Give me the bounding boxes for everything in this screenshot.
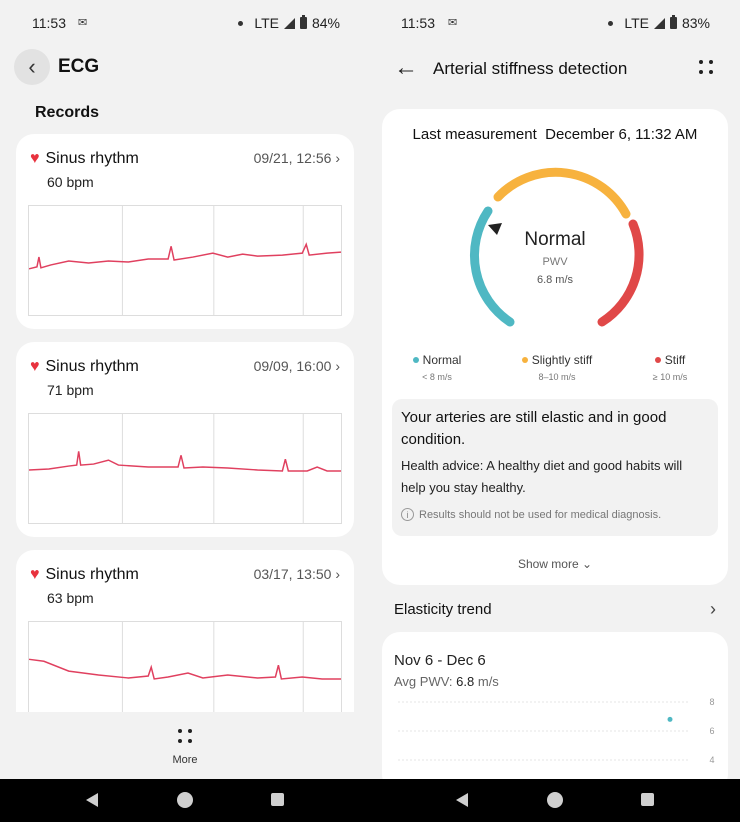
show-more-button[interactable]: Show more ⌄ <box>382 557 728 571</box>
chevron-right-icon: › <box>335 358 340 374</box>
system-nav-bar <box>0 779 740 822</box>
record-rhythm: Sinus rhythm <box>45 358 139 375</box>
show-more-label: Show more <box>517 557 579 571</box>
legend-range: ≥ 10 m/s <box>652 372 688 382</box>
nav-home-icon[interactable] <box>547 792 563 808</box>
battery-icon <box>299 15 307 29</box>
ecg-waveform <box>28 205 342 316</box>
record-bpm: 60 bpm <box>47 174 94 190</box>
page-title: Arterial stiffness detection <box>433 59 628 78</box>
network-label: LTE <box>624 15 649 31</box>
chevron-down-icon: ⌄ <box>581 557 593 571</box>
record-datetime: 03/17, 13:50 <box>253 566 332 582</box>
records-heading: Records <box>35 104 100 121</box>
nav-recent-icon[interactable] <box>641 793 654 806</box>
chevron-right-icon: › <box>335 566 340 582</box>
status-bar: 11:53 ✉ LTE 84% <box>0 0 370 44</box>
legend-dot-icon <box>521 357 528 363</box>
status-time: 11:53 <box>401 15 435 31</box>
record-datetime: 09/09, 16:00 <box>253 358 332 374</box>
nav-home-icon[interactable] <box>177 792 193 808</box>
record-card[interactable]: ♥ Sinus rhythm 03/17, 13:50 › 63 bpm <box>16 550 354 740</box>
record-bpm: 71 bpm <box>47 382 94 398</box>
trend-avg-label: Avg PWV: <box>394 674 453 689</box>
advice-box: Your arteries are still elastic and in g… <box>392 399 718 536</box>
info-icon: i <box>401 508 414 521</box>
gauge-pointer-icon <box>488 223 502 235</box>
signal-icon <box>653 17 665 29</box>
trend-chart: 8 6 4 <box>398 697 715 765</box>
trend-avg-unit: m/s <box>477 674 499 689</box>
last-measurement-datetime: December 6, 11:32 AM <box>545 126 698 143</box>
notification-icon: ✉ <box>78 17 88 29</box>
gauge-metric: PWV <box>542 256 568 268</box>
gauge-value: 6.8 m/s <box>536 274 574 286</box>
nav-back-icon[interactable] <box>86 793 98 807</box>
y-tick-label: 6 <box>709 726 714 736</box>
disclaimer-text: Results should not be used for medical d… <box>419 508 662 521</box>
status-bar: 11:53 ✉ LTE 83% <box>370 0 740 44</box>
record-rhythm: Sinus rhythm <box>45 150 139 167</box>
record-bpm: 63 bpm <box>47 590 94 606</box>
legend-dot-icon <box>654 357 661 363</box>
heart-icon: ♥ <box>30 150 40 167</box>
more-options-button[interactable] <box>698 59 714 75</box>
legend-range: < 8 m/s <box>422 372 452 382</box>
advice-title: Your arteries are still elastic and in g… <box>401 409 667 448</box>
status-dot-icon <box>238 20 244 26</box>
nav-recent-icon[interactable] <box>271 793 284 806</box>
battery-icon <box>669 15 677 29</box>
legend-stiff: Stiff ≥ 10 m/s <box>630 353 710 382</box>
arrow-left-icon: ← <box>394 54 418 81</box>
legend-dot-icon <box>412 357 419 363</box>
notification-icon: ✉ <box>448 17 458 29</box>
heart-icon: ♥ <box>30 566 40 583</box>
record-rhythm: Sinus rhythm <box>45 566 139 583</box>
legend-slightly-stiff: Slightly stiff 8–10 m/s <box>507 353 607 382</box>
ecg-screen: 11:53 ✉ LTE 84% ‹ ECG Records ♥ Sinus rh… <box>0 0 370 779</box>
network-label: LTE <box>254 15 279 31</box>
page-title: ECG <box>58 56 100 77</box>
signal-icon <box>283 17 295 29</box>
record-datetime: 09/21, 12:56 <box>253 150 332 166</box>
legend-label: Slightly stiff <box>531 353 593 367</box>
advice-text: Health advice: A healthy diet and good h… <box>401 458 683 495</box>
ecg-waveform <box>28 413 342 524</box>
more-label[interactable]: More <box>172 754 198 766</box>
data-point[interactable] <box>667 716 673 722</box>
heart-icon: ♥ <box>30 358 40 375</box>
back-button[interactable]: ‹ <box>14 49 50 85</box>
battery-percent: 84% <box>311 15 340 31</box>
chevron-right-icon: › <box>335 150 340 166</box>
status-time: 11:53 <box>32 15 66 31</box>
arterial-stiffness-screen: 11:53 ✉ LTE 83% ← Arterial stiffness det… <box>370 0 740 779</box>
bottom-bar: More <box>0 712 370 779</box>
last-measurement-label: Last measurement <box>412 126 537 143</box>
legend-label: Stiff <box>664 353 686 367</box>
back-button[interactable]: ← <box>394 54 418 82</box>
trend-avg-value: 6.8 <box>456 674 475 689</box>
trend-avg: Avg PWV: 6.8 m/s <box>394 674 499 689</box>
legend-range: 8–10 m/s <box>538 372 576 382</box>
y-tick-label: 4 <box>709 755 714 765</box>
status-dot-icon <box>608 20 614 26</box>
y-tick-label: 8 <box>709 697 714 707</box>
last-measurement: Last measurement December 6, 11:32 AM <box>382 126 728 143</box>
trend-card: Nov 6 - Dec 6 Avg PWV: 6.8 m/s 8 6 4 <box>382 632 728 779</box>
gauge-status: Normal <box>524 229 586 250</box>
more-button[interactable] <box>177 728 193 744</box>
legend-label: Normal <box>422 353 462 367</box>
elasticity-trend-label[interactable]: Elasticity trend <box>394 601 492 618</box>
nav-back-icon[interactable] <box>456 793 468 807</box>
record-card[interactable]: ♥ Sinus rhythm 09/21, 12:56 › 60 bpm <box>16 134 354 329</box>
measurement-card: Last measurement December 6, 11:32 AM No… <box>382 109 728 585</box>
trend-range: Nov 6 - Dec 6 <box>394 652 486 669</box>
pwv-gauge <box>468 165 644 335</box>
legend-normal: Normal < 8 m/s <box>402 353 472 382</box>
record-card[interactable]: ♥ Sinus rhythm 09/09, 16:00 › 71 bpm <box>16 342 354 537</box>
battery-percent: 83% <box>681 15 710 31</box>
chevron-left-icon: ‹ <box>28 54 36 79</box>
chevron-right-icon[interactable]: › <box>710 599 716 619</box>
